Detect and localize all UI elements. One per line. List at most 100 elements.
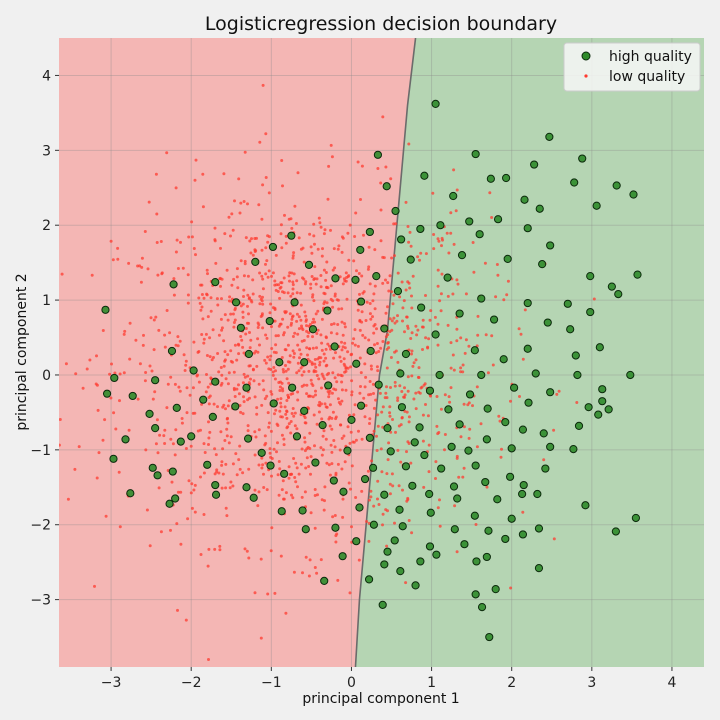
point-low-quality [278, 467, 282, 471]
point-low-quality [301, 276, 304, 280]
point-low-quality [263, 358, 267, 362]
point-low-quality [127, 261, 131, 265]
point-high-quality [425, 386, 435, 395]
point-low-quality [260, 466, 264, 470]
point-low-quality [118, 399, 121, 403]
point-low-quality [242, 295, 245, 298]
point-low-quality [184, 363, 188, 367]
point-low-quality [316, 493, 319, 497]
point-low-quality [400, 416, 404, 420]
point-low-quality [412, 361, 416, 365]
point-high-quality [187, 432, 196, 441]
point-low-quality [280, 159, 284, 162]
point-low-quality [248, 346, 252, 350]
point-low-quality [417, 366, 421, 370]
point-low-quality [455, 339, 459, 343]
point-low-quality [291, 349, 295, 353]
point-low-quality [322, 352, 326, 356]
point-low-quality [463, 351, 467, 355]
point-low-quality [370, 459, 374, 463]
point-low-quality [389, 386, 392, 389]
point-low-quality [267, 235, 271, 239]
point-low-quality [325, 260, 329, 264]
point-low-quality [318, 363, 322, 367]
point-low-quality [405, 315, 409, 319]
x-tick-label: 2 [507, 675, 516, 691]
point-low-quality [305, 383, 309, 387]
point-low-quality [253, 591, 257, 595]
point-low-quality [299, 366, 303, 370]
point-low-quality [306, 445, 310, 449]
point-low-quality [221, 472, 225, 476]
point-low-quality [218, 544, 222, 548]
point-low-quality [358, 328, 362, 332]
point-low-quality [331, 410, 335, 414]
point-low-quality [459, 366, 463, 370]
point-low-quality [247, 297, 251, 301]
point-low-quality [380, 410, 384, 414]
point-low-quality [361, 291, 365, 295]
point-low-quality [390, 319, 394, 323]
point-low-quality [303, 490, 307, 494]
point-low-quality [179, 542, 183, 546]
point-low-quality [329, 284, 333, 288]
point-low-quality [277, 493, 281, 497]
point-low-quality [122, 371, 126, 375]
point-low-quality [475, 385, 479, 389]
point-low-quality [359, 371, 363, 375]
point-low-quality [88, 358, 92, 362]
point-low-quality [315, 277, 319, 281]
point-high-quality [426, 508, 435, 517]
point-low-quality [308, 431, 312, 435]
point-high-quality [534, 564, 544, 573]
point-low-quality [229, 349, 233, 353]
point-low-quality [382, 256, 386, 260]
point-low-quality [276, 441, 279, 445]
point-low-quality [372, 331, 376, 335]
point-low-quality [264, 333, 268, 337]
point-low-quality [219, 430, 223, 434]
point-low-quality [300, 384, 304, 388]
point-high-quality [531, 369, 540, 378]
point-low-quality [436, 284, 440, 288]
point-high-quality [538, 260, 547, 269]
point-low-quality [266, 411, 270, 415]
point-low-quality [332, 247, 336, 251]
point-low-quality [216, 405, 219, 409]
point-low-quality [225, 434, 229, 438]
point-low-quality [322, 508, 326, 512]
point-low-quality [357, 558, 361, 562]
point-low-quality [436, 268, 440, 272]
point-low-quality [354, 211, 358, 215]
point-low-quality [467, 344, 471, 348]
point-low-quality [287, 381, 291, 385]
point-low-quality [313, 242, 316, 246]
point-low-quality [234, 452, 238, 456]
point-high-quality [151, 376, 160, 385]
point-low-quality [85, 367, 89, 371]
point-low-quality [293, 476, 297, 479]
point-high-quality [397, 235, 406, 244]
point-low-quality [266, 275, 270, 279]
point-low-quality [299, 352, 303, 356]
point-low-quality [305, 324, 308, 328]
point-low-quality [354, 438, 358, 442]
point-low-quality [368, 417, 372, 421]
point-low-quality [313, 526, 317, 530]
point-high-quality [366, 346, 375, 356]
point-low-quality [324, 336, 328, 340]
point-low-quality [385, 544, 389, 548]
point-low-quality [431, 191, 435, 195]
point-low-quality [346, 425, 350, 429]
chart-title: Logisticregression decision boundary [205, 13, 557, 35]
point-low-quality [313, 566, 317, 569]
point-low-quality [328, 473, 332, 477]
point-low-quality [295, 466, 299, 470]
point-low-quality [209, 376, 213, 380]
point-low-quality [364, 404, 368, 407]
point-low-quality [378, 391, 382, 395]
point-low-quality [381, 340, 385, 343]
point-low-quality [421, 413, 425, 417]
point-low-quality [112, 411, 116, 415]
point-low-quality [396, 448, 400, 452]
